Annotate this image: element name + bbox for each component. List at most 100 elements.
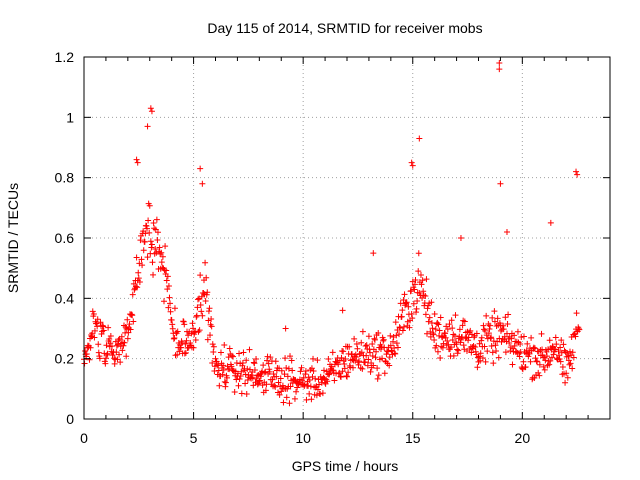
data-point (392, 319, 399, 326)
data-point (298, 364, 305, 371)
data-point (212, 355, 219, 362)
data-point (303, 396, 310, 403)
data-point (552, 346, 559, 353)
data-point (403, 300, 410, 307)
data-point (436, 327, 443, 334)
data-point (440, 340, 447, 347)
data-point (156, 244, 163, 251)
data-point (465, 337, 472, 344)
data-point (527, 358, 534, 365)
data-point (133, 254, 140, 261)
data-point (358, 349, 365, 356)
data-point (364, 362, 371, 369)
data-point (117, 343, 124, 350)
data-point (514, 328, 521, 335)
data-point (492, 342, 499, 349)
data-point (412, 276, 419, 283)
data-point (403, 299, 410, 306)
data-point (486, 326, 493, 333)
data-point (393, 332, 400, 339)
data-point (128, 311, 135, 318)
data-point (359, 365, 366, 372)
data-point (408, 159, 415, 166)
data-point (399, 307, 406, 314)
data-point (162, 243, 169, 250)
x-tick-label: 10 (295, 430, 311, 446)
data-point (310, 355, 317, 362)
data-point (350, 364, 357, 371)
data-point (442, 330, 449, 337)
data-point (116, 351, 123, 358)
data-point (465, 334, 472, 341)
data-point (516, 353, 523, 360)
data-point (288, 357, 295, 364)
data-point (355, 361, 362, 368)
data-point (398, 313, 405, 320)
data-point (359, 328, 366, 335)
x-axis-label: GPS time / hours (292, 458, 399, 474)
data-point (190, 344, 197, 351)
data-point (117, 359, 124, 366)
data-point (416, 135, 423, 142)
data-point (254, 372, 261, 379)
data-point (487, 322, 494, 329)
data-point (231, 388, 238, 395)
data-point (306, 376, 313, 383)
data-point (519, 365, 526, 372)
data-point (408, 287, 415, 294)
data-point (362, 358, 369, 365)
data-point (307, 383, 314, 390)
data-point (337, 373, 344, 380)
data-point (238, 368, 245, 375)
data-point (534, 358, 541, 365)
data-point (491, 318, 498, 325)
data-point (243, 357, 250, 364)
data-point (468, 349, 475, 356)
data-point (397, 324, 404, 331)
data-point (478, 337, 485, 344)
data-point (369, 340, 376, 347)
data-point (216, 382, 223, 389)
data-point (365, 333, 372, 340)
data-point (166, 294, 173, 301)
data-point (340, 348, 347, 355)
data-point (497, 180, 504, 187)
data-point (535, 369, 542, 376)
data-point (165, 304, 172, 311)
data-point (210, 348, 217, 355)
data-point (378, 343, 385, 350)
data-point (411, 286, 418, 293)
data-point (256, 377, 263, 384)
data-point (210, 343, 217, 350)
data-point (391, 345, 398, 352)
data-point (540, 363, 547, 370)
plot-frame (83, 56, 611, 420)
data-point (157, 251, 164, 258)
data-point (424, 305, 431, 312)
y-tick-label: 0.6 (55, 230, 75, 246)
data-point (90, 311, 97, 318)
chart-title: Day 115 of 2014, SRMTID for receiver mob… (207, 20, 482, 36)
data-point (261, 369, 268, 376)
data-point (325, 371, 332, 378)
data-point (509, 361, 516, 368)
data-point (449, 337, 456, 344)
data-point (83, 351, 90, 358)
data-point (251, 360, 258, 367)
data-point (435, 321, 442, 328)
data-point (351, 335, 358, 342)
data-point (567, 348, 574, 355)
data-point (152, 246, 159, 253)
data-point (522, 363, 529, 370)
data-point (112, 338, 119, 345)
y-tick-label: 0.8 (55, 170, 75, 186)
data-point (480, 326, 487, 333)
data-point (191, 329, 198, 336)
data-point (328, 363, 335, 370)
data-point (495, 354, 502, 361)
data-point (401, 291, 408, 298)
data-point (370, 362, 377, 369)
data-point (169, 325, 176, 332)
data-point (94, 323, 101, 330)
data-point (414, 298, 421, 305)
